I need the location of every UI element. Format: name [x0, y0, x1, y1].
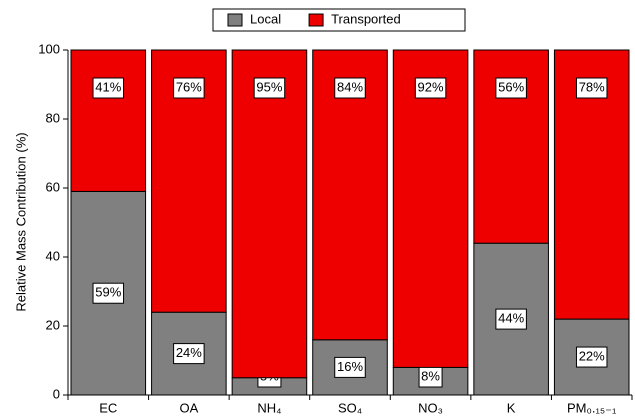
value-label: 16%: [337, 359, 363, 374]
bar-segment: [231, 49, 308, 379]
value-label-box: [495, 77, 527, 99]
value-label: 41%: [95, 79, 121, 94]
value-label: 76%: [176, 79, 202, 94]
x-tick-label: NO₃: [418, 400, 443, 415]
x-tick-label: EC: [99, 400, 117, 415]
x-tick-label: K: [507, 400, 516, 415]
bar-segment: [392, 49, 469, 368]
value-label-box: [173, 77, 205, 99]
value-label-box: [334, 77, 366, 99]
value-label-box: [253, 77, 286, 99]
value-label: 56%: [498, 79, 524, 94]
value-label: 22%: [579, 348, 605, 363]
y-axis-label: Relative Mass Contribution (%): [13, 132, 28, 311]
legend-swatch: [308, 13, 324, 27]
bar-segment: [151, 311, 227, 396]
value-label-box: [495, 308, 527, 330]
legend-box: [212, 8, 466, 32]
legend-swatch: [227, 13, 243, 27]
value-label-box: [575, 346, 608, 368]
value-label-box: [414, 77, 447, 99]
x-tick-label: NH₄: [257, 400, 281, 415]
y-tick-label: 100: [38, 41, 60, 56]
value-label: 8%: [421, 368, 440, 383]
value-label: 92%: [418, 79, 444, 94]
value-label-box: [92, 77, 125, 99]
value-label: 24%: [176, 345, 202, 360]
value-label-box: [173, 343, 205, 365]
value-label-box: [92, 282, 125, 304]
value-label: 59%: [95, 285, 121, 300]
value-label: 84%: [337, 79, 363, 94]
value-label-box: [334, 356, 366, 378]
x-tick-label: PM₀.₁₅₋₁: [567, 400, 617, 415]
value-label: 78%: [579, 79, 605, 94]
y-tick-label: 0: [53, 386, 60, 401]
x-tick-label: SO₄: [338, 400, 362, 415]
legend-label: Local: [250, 11, 281, 26]
y-tick-label: 60: [46, 179, 60, 194]
y-tick-label: 80: [46, 110, 60, 125]
value-label: 95%: [256, 79, 282, 94]
y-tick-label: 20: [46, 317, 60, 332]
legend-label: Transported: [331, 11, 401, 26]
x-tick-label: OA: [179, 400, 198, 415]
bar-segment: [70, 49, 147, 192]
y-tick-label: 40: [46, 248, 60, 263]
value-label-box: [575, 77, 608, 99]
value-label: 44%: [498, 311, 524, 326]
